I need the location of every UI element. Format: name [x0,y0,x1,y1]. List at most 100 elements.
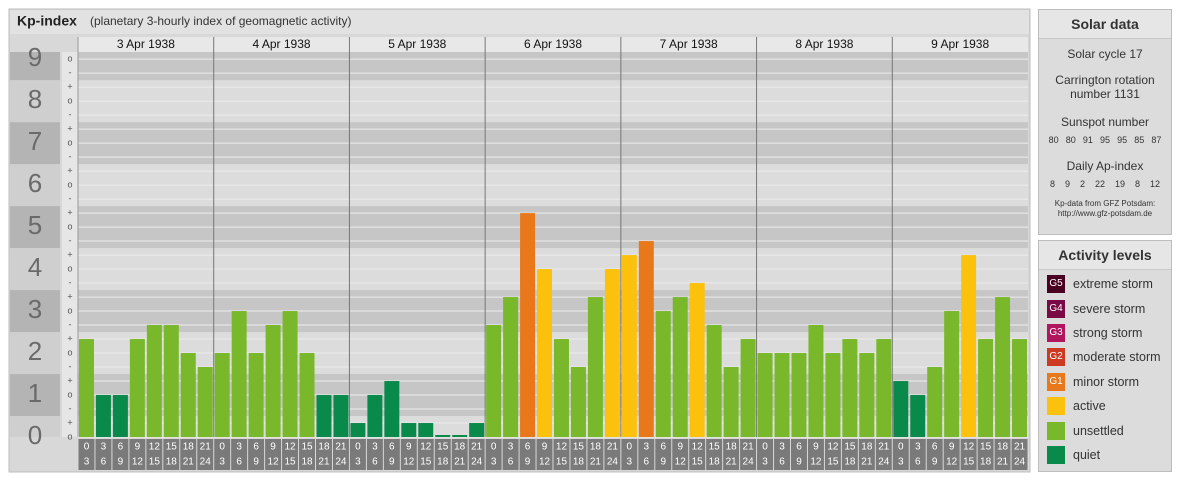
time-label: 21 [726,457,738,468]
time-box [451,439,468,470]
time-label: 21 [878,442,890,453]
bar [995,297,1011,437]
time-box [841,439,858,470]
time-box [723,439,740,470]
legend-item: quiet [1039,443,1171,467]
time-box [909,439,926,470]
time-label: 24 [1014,457,1026,468]
bar [689,283,705,437]
time-label: 12 [827,442,839,453]
legend-label: quiet [1073,447,1101,462]
bar [876,339,892,437]
y-tick-label: 8 [28,84,42,114]
plot-band [78,416,1028,437]
bar [503,297,519,437]
time-box [265,439,282,470]
time-label: 18 [318,442,330,453]
time-label: 21 [454,457,466,468]
time-box [316,439,332,470]
legend-label: unsettled [1073,423,1124,438]
time-label: 0 [491,442,497,453]
bar [587,297,603,437]
time-label: 6 [101,457,107,468]
bar [978,339,994,437]
time-label: 0 [355,442,361,453]
y-subtick-label: + [67,207,72,217]
y-subtick-label: + [67,333,72,343]
time-label: 15 [149,457,161,468]
sunspot-value: 80 [1065,135,1076,145]
bar [435,435,451,437]
time-label: 12 [268,457,280,468]
legend-label: active [1073,399,1106,414]
time-label: 15 [420,457,432,468]
time-box [366,439,383,470]
bar [842,339,858,437]
bar [638,241,654,437]
time-label: 9 [253,457,259,468]
sub-band [62,374,78,417]
day-label: 6 Apr 1938 [524,37,582,51]
time-label: 18 [861,442,873,453]
time-label: 6 [932,442,938,453]
time-label: 18 [844,457,856,468]
y-subtick-label: - [69,403,72,413]
legend-swatch [1047,445,1065,464]
bar [910,395,926,437]
bar [723,367,739,437]
time-box [332,439,349,470]
sunspot-title: Sunspot number [1060,115,1150,129]
day-header [485,37,621,52]
time-label: 21 [200,442,212,453]
y-tick-label: 9 [28,42,42,72]
time-label: 15 [556,457,568,468]
time-label: 6 [389,442,395,453]
time-label: 15 [844,442,856,453]
time-label: 9 [932,457,938,468]
time-box [875,439,892,470]
time-label: 21 [861,457,873,468]
time-label: 18 [166,457,178,468]
bar [469,423,485,437]
time-label: 12 [539,457,551,468]
time-box [740,439,757,470]
time-label: 6 [236,457,242,468]
time-box [282,439,299,470]
time-label: 18 [573,457,585,468]
y-subtick-label: - [69,277,72,287]
time-box [757,439,774,470]
time-box [146,439,163,470]
time-label: 9 [677,442,683,453]
time-label: 0 [84,442,90,453]
source: Kp-data from GFZ Potsdam: [1054,199,1156,208]
day-header [620,37,757,52]
source-url: http://www.gfz-potsdam.de [1057,209,1153,218]
legend-swatch: G2 [1047,348,1065,367]
bar [265,325,281,437]
time-label: 18 [454,442,466,453]
sub-band [62,332,78,375]
time-box [468,439,485,470]
y-tick-label: 1 [28,378,42,408]
time-label: 0 [898,442,904,453]
time-box [536,439,553,470]
bar [350,423,366,437]
ap-row: 8 9 2 22 19 8 12 [1045,179,1165,189]
time-label: 12 [810,457,822,468]
y-subtick-label: + [67,249,72,259]
legend-label: extreme storm [1073,277,1153,292]
bar [808,325,824,437]
time-label: 18 [437,457,449,468]
sub-band [62,248,78,291]
time-label: 15 [709,442,721,453]
bar [791,353,807,437]
time-label: 24 [878,457,890,468]
bar [282,311,298,437]
bar [418,423,434,437]
time-label: 6 [508,457,514,468]
y-tick-label: 6 [28,168,42,198]
time-label: 0 [219,442,225,453]
time-box [774,439,790,470]
chart-title: Kp-index [17,13,77,29]
ap-value: 8 [1049,179,1055,189]
